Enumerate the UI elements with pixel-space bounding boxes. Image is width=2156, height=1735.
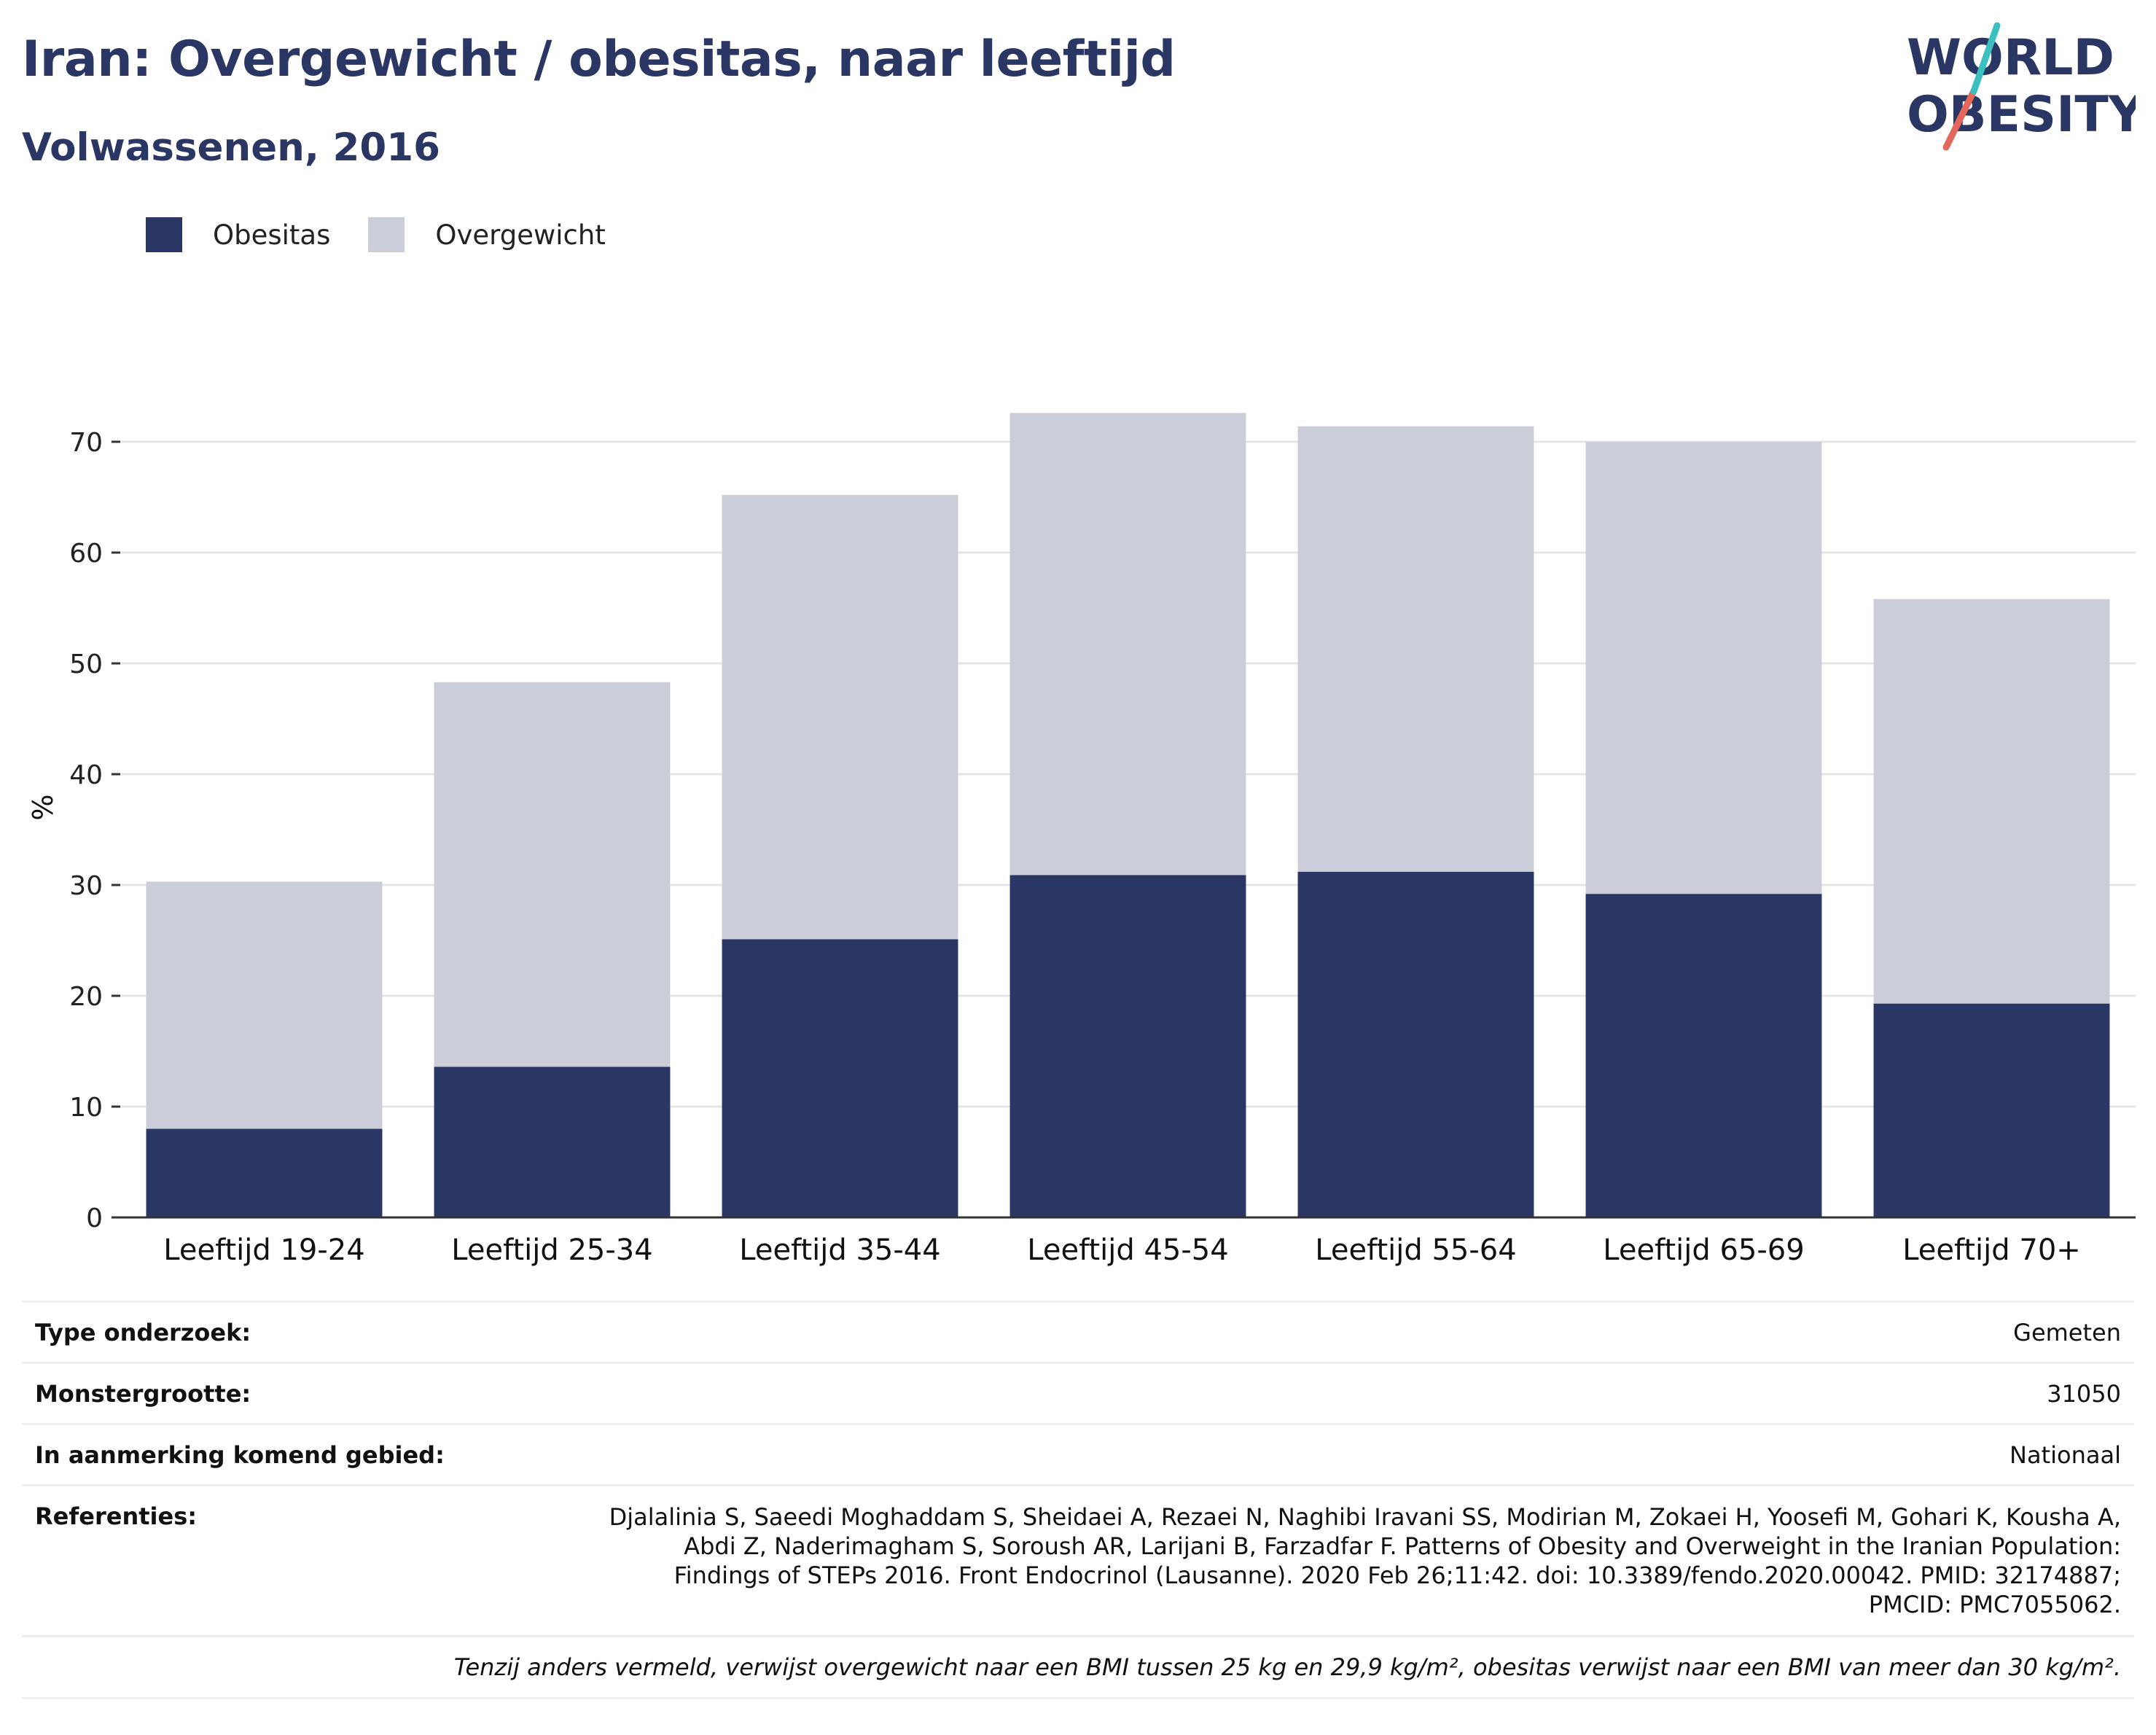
info-row-survey-type: Type onderzoek: Gemeten xyxy=(22,1301,2134,1362)
info-key: Referenties: xyxy=(35,1502,198,1530)
logo-slash-coral xyxy=(1942,87,1977,151)
bar-obesity xyxy=(1585,894,1822,1217)
references-text: Djalalinia S, Saeedi Moghaddam S, Sheida… xyxy=(609,1503,2121,1618)
bar-obesity xyxy=(722,939,958,1217)
x-tick-label: Leeftijd 25-34 xyxy=(451,1233,652,1267)
legend-swatch-obesity xyxy=(146,217,182,252)
footnote-text: Tenzij anders vermeld, verwijst overgewi… xyxy=(453,1653,2121,1681)
info-value: 31050 xyxy=(2047,1379,2121,1408)
info-row-footnote: Tenzij anders vermeld, verwijst overgewi… xyxy=(22,1635,2134,1699)
info-row-area: In aanmerking komend gebied: Nationaal xyxy=(22,1423,2134,1484)
logo-slash-teal xyxy=(1970,22,2001,95)
bar-overweight xyxy=(1585,442,1822,894)
y-tick-label: 60 xyxy=(69,539,103,569)
x-tick-label: Leeftijd 35-44 xyxy=(739,1233,940,1267)
y-tick-label: 70 xyxy=(69,428,103,458)
bar-overweight xyxy=(1009,413,1246,876)
x-tick-label: Leeftijd 70+ xyxy=(1902,1233,2081,1267)
info-value: Gemeten xyxy=(2013,1318,2121,1346)
info-key: In aanmerking komend gebied: xyxy=(35,1440,445,1469)
logo-word-1: WORLD xyxy=(1907,29,2114,87)
y-axis-label: % xyxy=(27,795,59,821)
y-tick-label: 40 xyxy=(69,760,103,790)
info-table: Type onderzoek: Gemeten Monstergrootte: … xyxy=(22,1301,2134,1699)
info-row-references: Referenties: Djalalinia S, Saeedi Moghad… xyxy=(22,1484,2134,1635)
x-tick-label: Leeftijd 55-64 xyxy=(1315,1233,1516,1267)
info-key: Type onderzoek: xyxy=(35,1318,251,1346)
info-value: Nationaal xyxy=(2009,1440,2121,1469)
y-tick-label: 0 xyxy=(86,1204,103,1233)
y-tick-label: 20 xyxy=(69,982,103,1012)
page-subtitle: Volwassenen, 2016 xyxy=(22,125,440,170)
x-tick-label: Leeftijd 19-24 xyxy=(163,1233,364,1267)
bar-obesity xyxy=(146,1128,383,1217)
stacked-bar-chart: 0 10 20 30 40 50 60 70 Leeftijd 19-24 Leeftijd 25… xyxy=(27,413,2136,1267)
bar-overweight xyxy=(1873,599,2110,1004)
x-tick-label: Leeftijd 65-69 xyxy=(1603,1233,1804,1267)
logo-word-2: OBESITY xyxy=(1907,86,2136,144)
legend-item-obesity: Obesitas xyxy=(146,217,330,252)
bar-obesity xyxy=(1873,1003,2110,1217)
bar-overweight xyxy=(146,881,383,1129)
legend-label-overweight: Overgewicht xyxy=(435,219,606,251)
bar-overweight xyxy=(1297,426,1534,872)
chart-legend: Obesitas Overgewicht xyxy=(146,217,644,252)
y-tick-label: 10 xyxy=(69,1093,103,1123)
bar-overweight xyxy=(722,494,958,940)
x-tick-label: Leeftijd 45-54 xyxy=(1027,1233,1228,1267)
bar-overweight xyxy=(434,682,671,1067)
page-title: Iran: Overgewicht / obesitas, naar leeft… xyxy=(22,31,1176,88)
bar-obesity xyxy=(1297,871,1534,1217)
y-tick-label: 50 xyxy=(69,650,103,679)
bar-obesity xyxy=(1009,875,1246,1217)
legend-item-overweight: Overgewicht xyxy=(368,217,606,252)
world-obesity-logo: WORLD OBESITY xyxy=(1907,22,2136,151)
bar-obesity xyxy=(434,1067,671,1217)
bar-layer xyxy=(146,413,2110,1217)
info-key: Monstergrootte: xyxy=(35,1379,251,1408)
axis-layer: 0 10 20 30 40 50 60 70 Leeftijd 19-24 Leeftijd 25… xyxy=(69,428,2136,1267)
legend-swatch-overweight xyxy=(368,217,405,252)
info-row-sample-size: Monstergrootte: 31050 xyxy=(22,1362,2134,1423)
legend-label-obesity: Obesitas xyxy=(213,219,331,251)
y-tick-label: 30 xyxy=(69,871,103,901)
